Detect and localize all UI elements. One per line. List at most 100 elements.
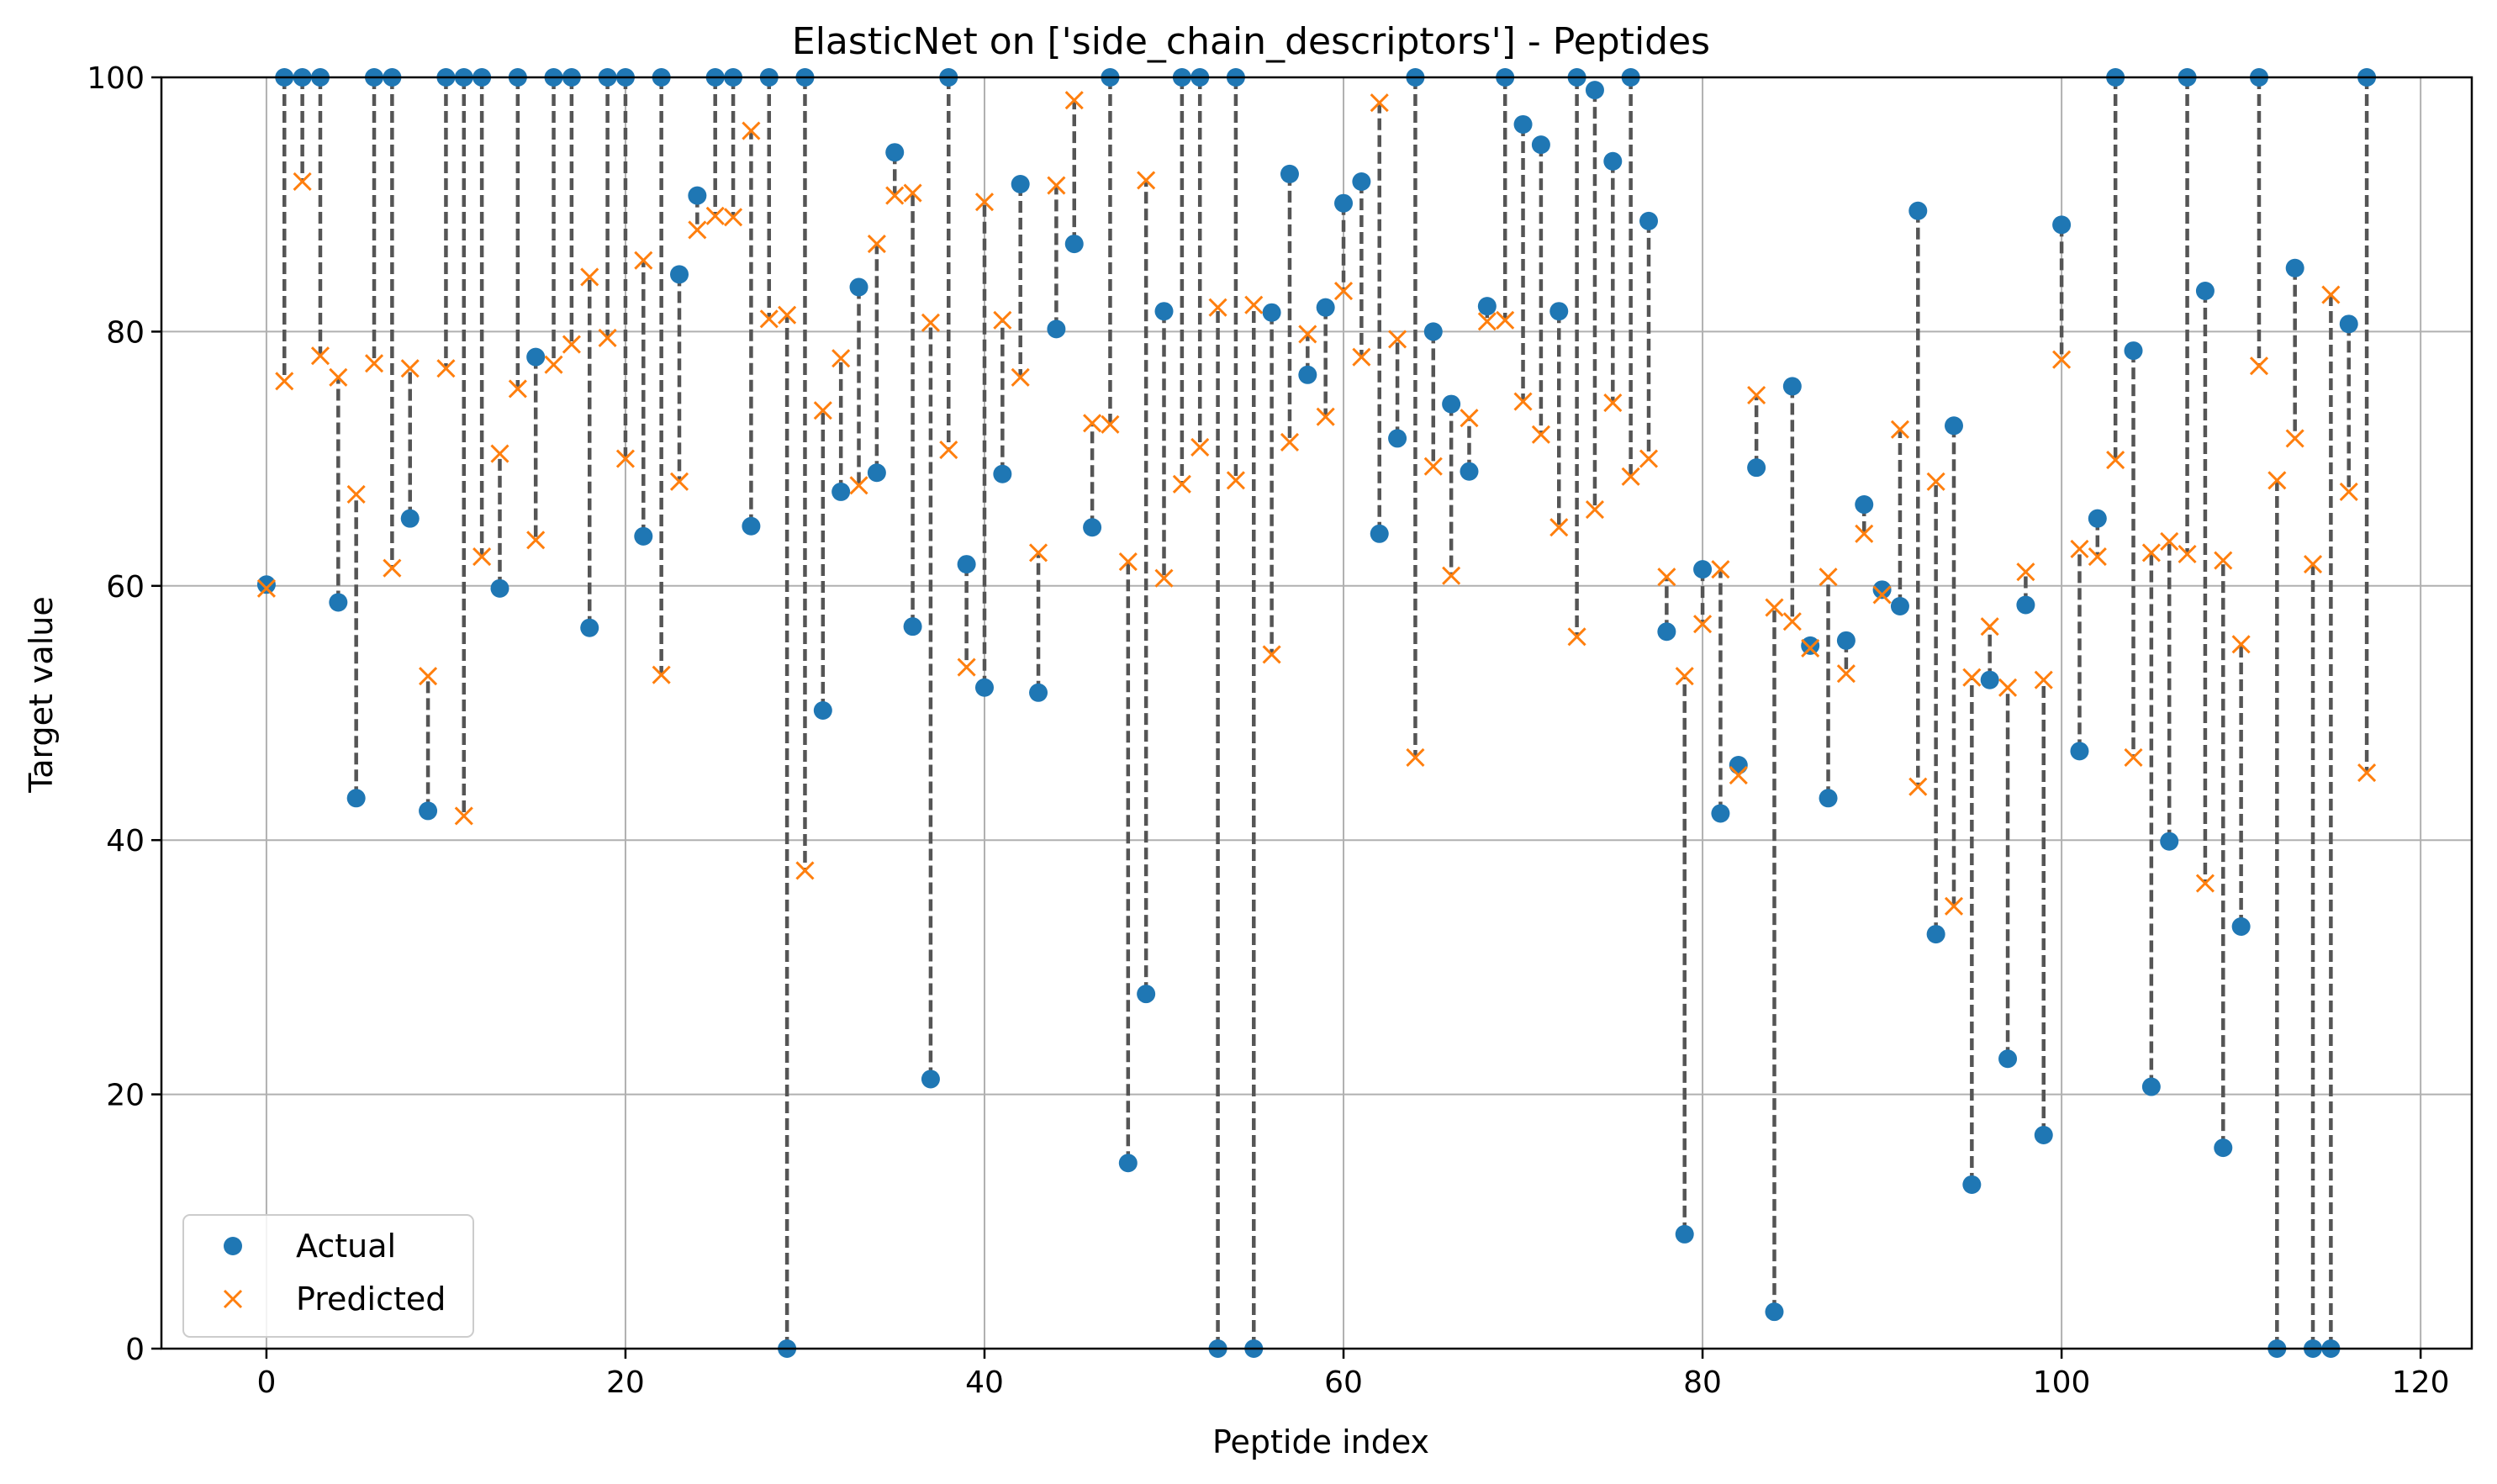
predicted-points [256, 91, 2377, 916]
actual-point [1011, 175, 1030, 194]
actual-point [1298, 365, 1317, 384]
predicted-point [1262, 645, 1281, 664]
y-tick-label: 80 [106, 315, 145, 350]
actual-point [1926, 925, 1945, 944]
predicted-point [1244, 295, 1264, 314]
predicted-point [293, 172, 312, 192]
actual-point [1029, 683, 1048, 702]
predicted-point [903, 183, 922, 203]
actual-point [1531, 135, 1550, 155]
actual-point [2231, 917, 2251, 937]
x-tick-label: 60 [1324, 1365, 1363, 1400]
actual-point [1747, 458, 1766, 478]
actual-point [2070, 742, 2089, 761]
predicted-point [957, 658, 976, 677]
predicted-point [364, 354, 384, 373]
actual-point [1980, 670, 1999, 689]
actual-point [1334, 193, 1354, 213]
x-tick-label: 0 [256, 1365, 276, 1400]
actual-point [1729, 755, 1748, 774]
actual-point [1765, 1302, 1784, 1322]
predicted-point [669, 472, 689, 491]
actual-point [2285, 258, 2304, 277]
predicted-point [1208, 298, 1227, 317]
actual-point [526, 347, 546, 367]
predicted-point [1962, 668, 1982, 687]
predicted-point [1890, 420, 1910, 439]
predicted-point [1603, 393, 1623, 413]
actual-point [1585, 81, 1604, 100]
predicted-point [1801, 638, 1820, 658]
predicted-point [1585, 500, 1605, 520]
error-connectors [264, 77, 2369, 1349]
actual-point [1316, 298, 1335, 317]
actual-point [1890, 596, 1909, 615]
actual-point [1819, 789, 1838, 808]
predicted-point [1926, 472, 1945, 491]
actual-point [2016, 595, 2035, 615]
x-tick-label: 100 [2033, 1365, 2091, 1400]
actual-point [2088, 509, 2107, 528]
y-tick-label: 20 [106, 1079, 145, 1113]
y-axis-label: Target value [23, 596, 60, 793]
predicted-point [849, 476, 868, 495]
legend-actual-label: Actual [296, 1228, 396, 1265]
predicted-point [2034, 670, 2053, 689]
predicted-point [2339, 482, 2358, 501]
x-tick-label: 20 [606, 1365, 645, 1400]
predicted-point [1316, 407, 1335, 426]
predicted-point [2195, 874, 2215, 893]
x-tick-label: 40 [965, 1365, 1004, 1400]
actual-point [831, 482, 851, 501]
predicted-point [1621, 467, 1640, 486]
predicted-point [1442, 566, 1461, 585]
predicted-point [472, 547, 492, 567]
predicted-point [2141, 543, 2161, 562]
predicted-point [2016, 562, 2035, 582]
predicted-point [831, 349, 851, 368]
predicted-point [2178, 544, 2197, 564]
predicted-point [544, 355, 563, 374]
predicted-point [329, 367, 348, 387]
predicted-point [1388, 330, 1407, 349]
actual-point [256, 575, 276, 594]
predicted-point [1011, 367, 1030, 387]
grid-lines [161, 77, 2472, 1349]
actual-point [1137, 985, 1156, 1004]
predicted-point [723, 208, 743, 227]
predicted-point [508, 379, 527, 399]
predicted-point [1855, 524, 1874, 543]
predicted-point [1747, 385, 1766, 405]
predicted-point [2124, 747, 2143, 767]
actual-point [1944, 416, 1963, 436]
actual-point [1549, 302, 1569, 321]
actual-point [580, 618, 599, 637]
predicted-point [310, 346, 330, 366]
predicted-point [1639, 449, 1659, 468]
actual-point [1352, 172, 1371, 191]
actual-point [2124, 341, 2143, 361]
predicted-point [705, 206, 725, 225]
y-tick-label: 60 [106, 570, 145, 605]
predicted-point [2249, 356, 2269, 376]
actual-point [1262, 303, 1281, 322]
predicted-point [490, 444, 509, 463]
predicted-point [1657, 568, 1676, 587]
actual-point [1064, 235, 1084, 254]
y-tick-label: 100 [87, 61, 145, 96]
predicted-point [2088, 547, 2107, 567]
predicted-point [993, 310, 1012, 330]
actual-point [957, 555, 976, 574]
actual-point [329, 593, 348, 612]
predicted-point [2357, 763, 2377, 783]
actual-point [2052, 215, 2072, 235]
predicted-point [1101, 415, 1120, 434]
actual-point [1154, 302, 1174, 321]
predicted-point [580, 267, 599, 287]
predicted-point [1352, 347, 1371, 367]
predicted-point [275, 372, 294, 391]
predicted-point [400, 359, 420, 378]
predicted-point [742, 121, 761, 140]
actual-point [867, 463, 886, 483]
predicted-point [2070, 539, 2089, 559]
